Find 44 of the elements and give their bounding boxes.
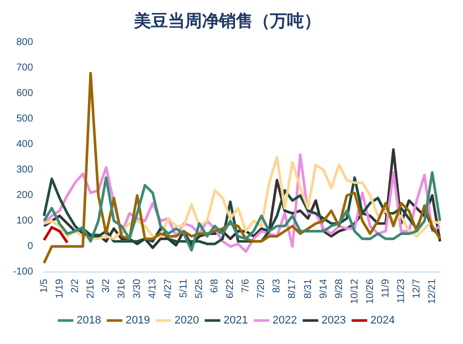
legend-label: 2019 — [126, 314, 150, 327]
legend-label: 2020 — [174, 314, 200, 327]
legend-label: 2023 — [321, 314, 346, 327]
x-tick-label: 10/12 — [349, 278, 360, 304]
x-tick-label: 4/13 — [147, 278, 158, 298]
x-tick-label: 8/3 — [272, 278, 283, 293]
y-tick-label: 500 — [16, 114, 34, 125]
chart-title: 美豆当周净销售（万吨） — [133, 12, 321, 32]
x-tick-label: 1/19 — [54, 278, 66, 298]
legend-label: 2018 — [76, 314, 102, 327]
x-tick-label: 8/31 — [302, 278, 314, 298]
y-tick-label: 300 — [16, 164, 34, 176]
x-tick-label: 4/27 — [162, 278, 174, 298]
y-tick-label: 700 — [16, 62, 34, 74]
x-tick-label: 12/21 — [426, 278, 438, 304]
y-tick-label: 0 — [27, 241, 34, 252]
x-tick-label: 2/2 — [70, 278, 81, 293]
x-tick-label: 5/25 — [194, 278, 206, 298]
legend-label: 2022 — [272, 314, 297, 327]
x-tick-label: 3/16 — [116, 278, 128, 298]
x-tick-label: 9/14 — [318, 278, 330, 298]
legend-label: 2021 — [224, 314, 248, 327]
x-tick-label: 3/30 — [132, 278, 143, 298]
x-tick-label: 12/7 — [411, 278, 422, 298]
x-tick-label: 11/9 — [380, 278, 392, 298]
x-tick-label: 7/6 — [240, 278, 252, 293]
x-tick-label: 2/16 — [85, 278, 96, 298]
x-tick-label: 6/8 — [210, 278, 221, 293]
y-tick-label: 200 — [16, 190, 34, 202]
x-tick-label: 8/17 — [287, 278, 298, 298]
x-tick-label: 3/2 — [100, 278, 112, 293]
x-tick-label: 1/5 — [38, 278, 50, 293]
y-tick-label: -100 — [13, 266, 34, 278]
x-tick-label: 11/23 — [396, 278, 407, 304]
x-tick-label: 9/28 — [334, 278, 345, 298]
y-tick-label: 400 — [16, 139, 34, 150]
x-tick-label: 7/20 — [256, 278, 268, 298]
y-tick-label: 100 — [16, 216, 34, 227]
y-tick-label: 800 — [16, 37, 34, 48]
legend-label: 2024 — [370, 314, 395, 327]
x-tick-label: 5/11 — [178, 278, 190, 298]
x-tick-label: 6/22 — [225, 278, 236, 298]
x-tick-label: 10/26 — [364, 278, 376, 304]
y-tick-label: 600 — [16, 88, 34, 100]
